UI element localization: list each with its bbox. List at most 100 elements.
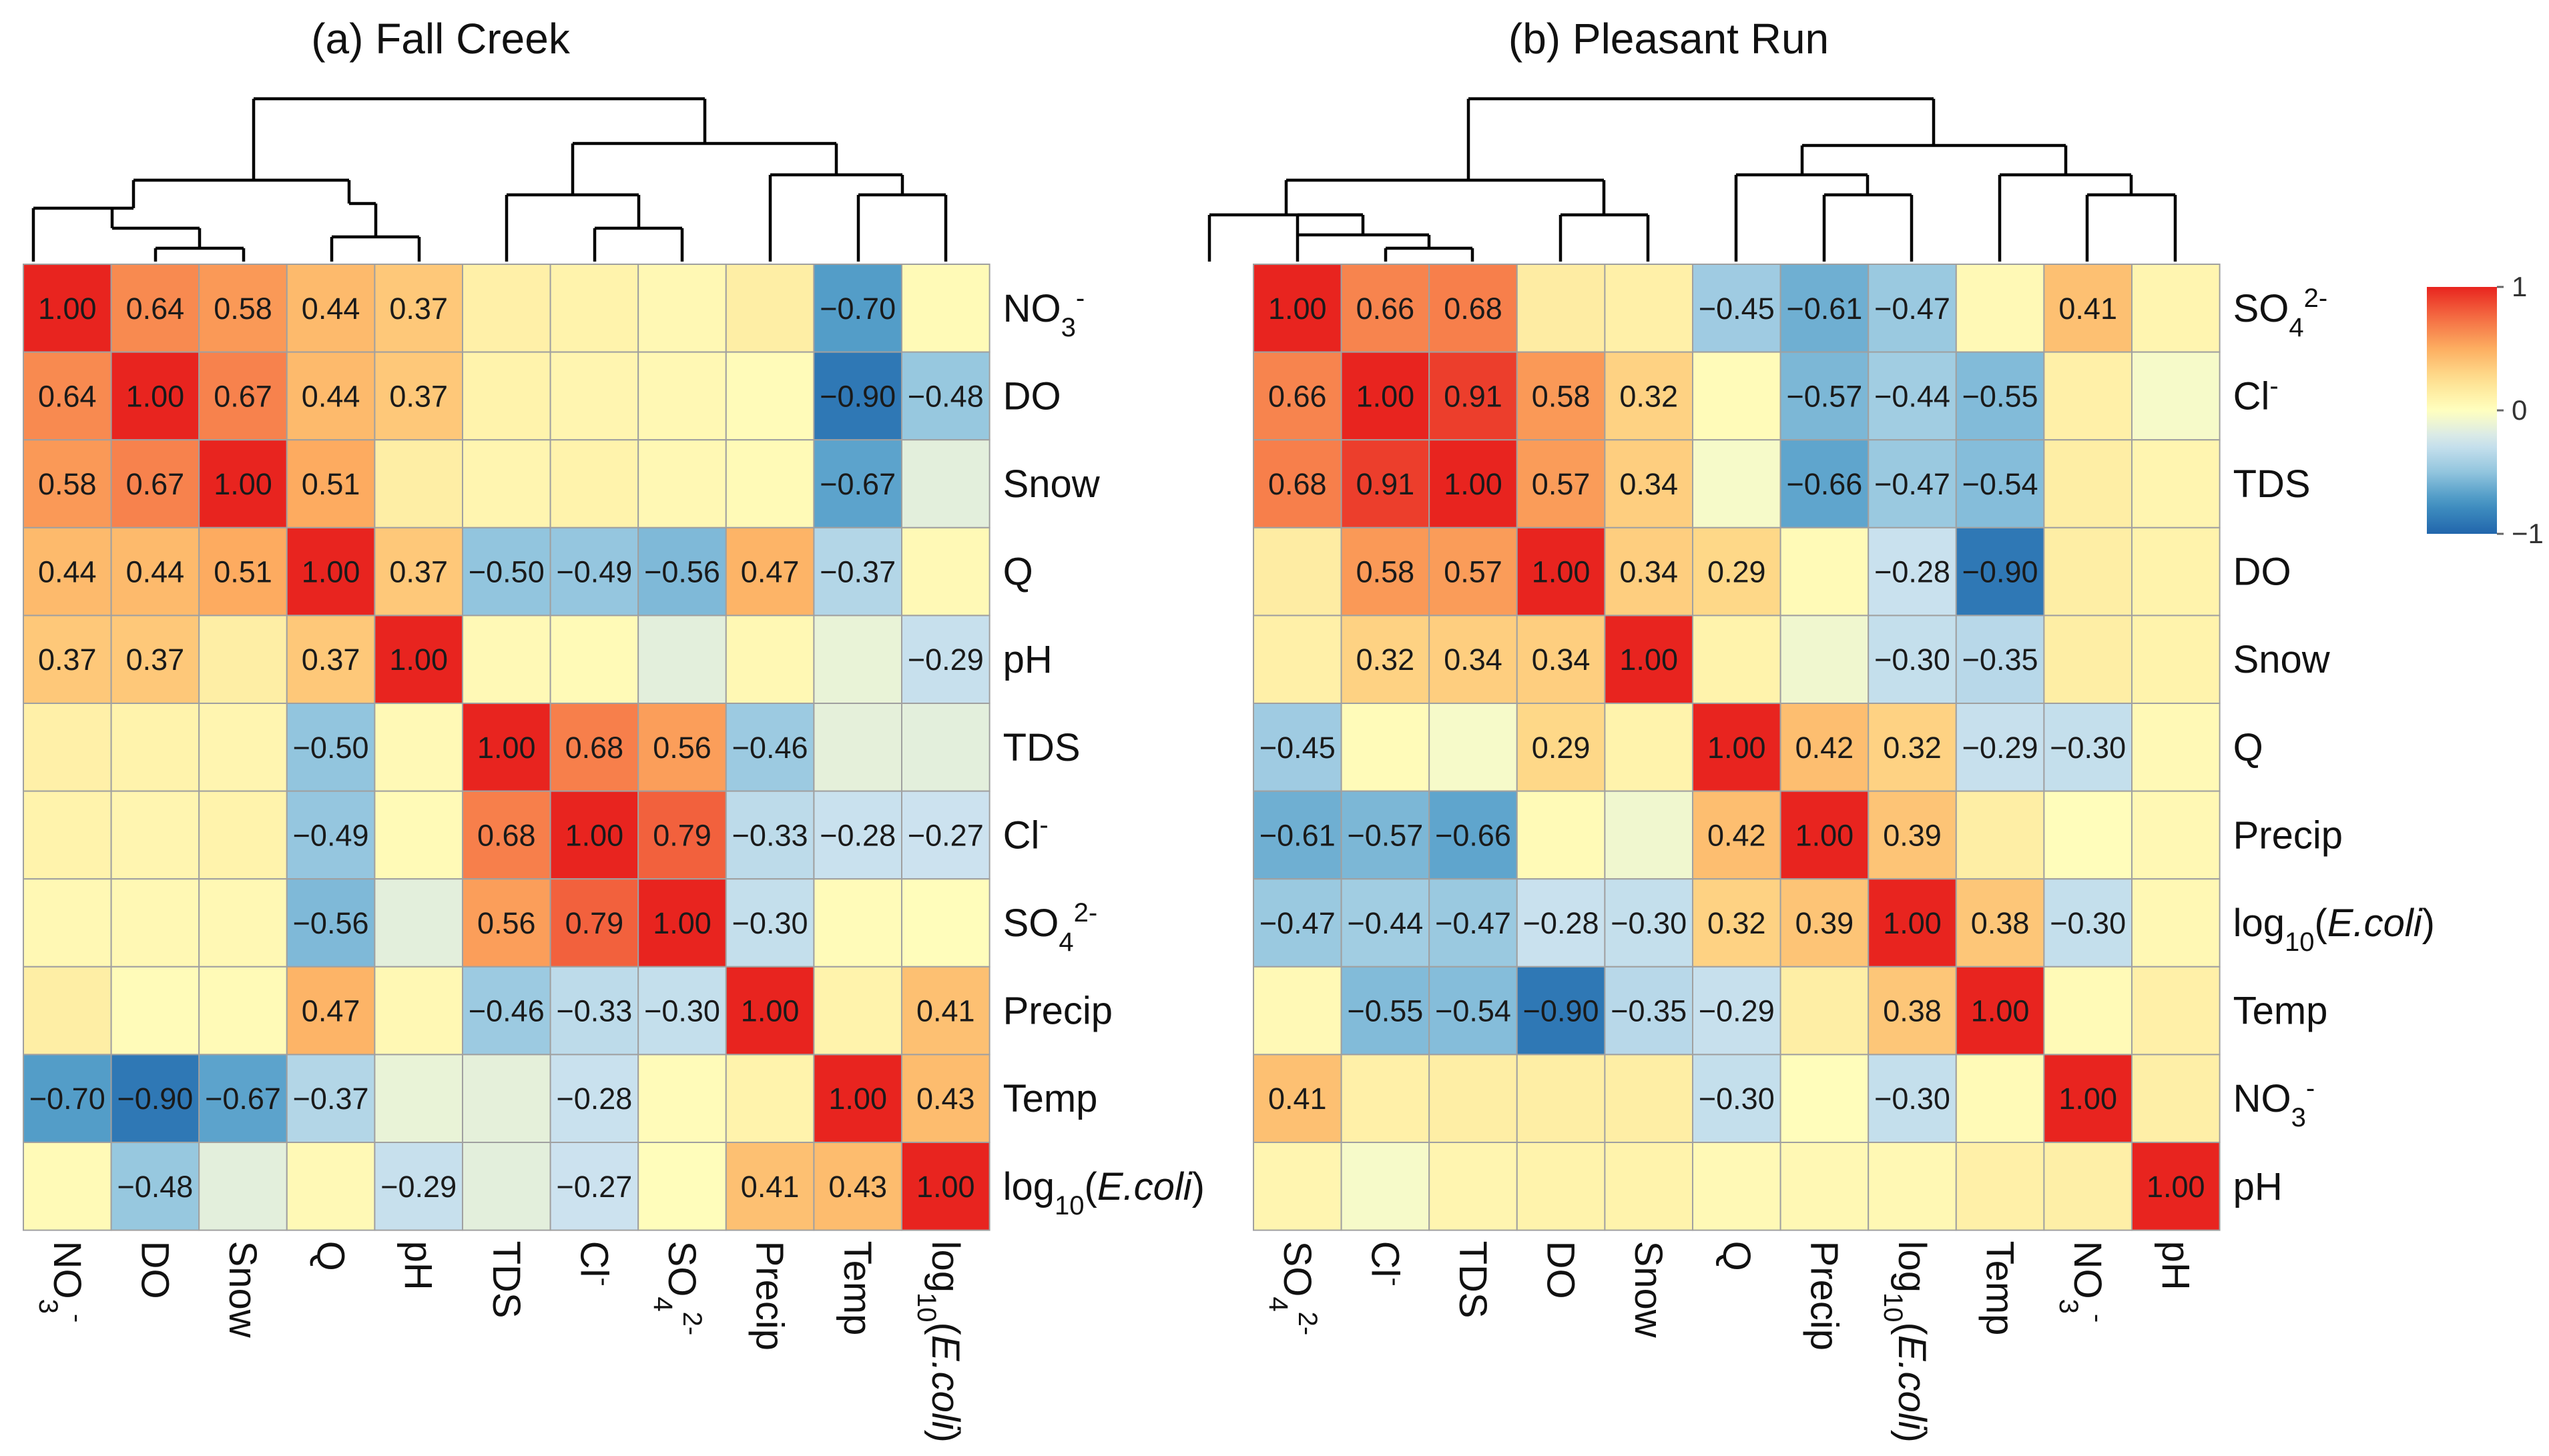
panel-b-cell-do-precip [1781, 528, 1869, 616]
panel-a-dendrogram [33, 99, 946, 262]
panel-b-cell-label: −0.47 [1435, 906, 1511, 940]
panel-a-cell-cl-ph [374, 791, 463, 879]
panel-b-cell-label: 1.00 [1883, 906, 1942, 940]
panel-a-cell-label: 0.37 [389, 555, 448, 589]
panel-a-row-label-tds: TDS [1003, 726, 1081, 769]
panel-a-cell-label: −0.33 [556, 994, 632, 1028]
panel-b-cell-temp-no3 [2044, 967, 2132, 1055]
panel-a-cell-label: −0.90 [820, 379, 896, 413]
panel-b-cell-label: 0.29 [1532, 731, 1591, 765]
panel-a-col-label-log10-e-coli: log10(E.coli) [912, 1241, 967, 1443]
panel-b-cell-do-ph [2132, 528, 2220, 616]
panel-a-cell-snow-ph [374, 440, 463, 528]
panel-a-cell-label: −0.67 [820, 467, 896, 501]
panel-b-cell-no3-temp [1956, 1054, 2044, 1142]
panel-b-cell-label: 0.41 [2058, 292, 2117, 326]
panel-b-cell-no3-snow [1605, 1054, 1693, 1142]
panel-a-cell-ph-temp [814, 615, 902, 703]
panel-b-col-label-ph: pH [2154, 1241, 2197, 1291]
panel-b-cell-cl-q [1693, 352, 1781, 440]
panel-b-cell-label: 0.68 [1268, 467, 1327, 501]
panel-a-cell-label: 0.43 [828, 1170, 887, 1204]
panel-a-cell-label: −0.46 [469, 994, 545, 1028]
panel-b-cell-label: 0.41 [1268, 1082, 1327, 1116]
panel-a-cell-label: −0.29 [908, 643, 984, 677]
panel-b-cell-label: 0.57 [1444, 555, 1502, 589]
panel-b-cell-snow-ph [2132, 615, 2220, 703]
panel-b-cell-label: 0.39 [1883, 818, 1942, 852]
panel-a-cell-do-tds [463, 352, 551, 440]
panel-b-row-label-ph: pH [2233, 1165, 2283, 1208]
panel-a-cell-snow-log10-e-coli [902, 440, 990, 528]
panel-a-col-label-no3: NO3- [33, 1241, 92, 1323]
panel-b-heatmap: 1.00 0.66 0.68 −0.45 −0.61 −0.47 0.410.66 1.00 0… [1253, 264, 2435, 1443]
panel-b-cell-label: 0.91 [1356, 467, 1415, 501]
panel-a-col-label-temp: Temp [836, 1241, 879, 1336]
panel-a-cell-label: 0.79 [565, 906, 624, 940]
panel-a-cell-label: 0.37 [389, 379, 448, 413]
panel-a-cell-log10-e-coli-tds [463, 1142, 551, 1230]
panel-b-cell-label: −0.30 [2050, 731, 2126, 765]
panel-a-cell-label: 0.68 [565, 731, 624, 765]
panel-b-cell-label: −0.61 [1786, 292, 1862, 326]
panel-b-cell-label: 0.34 [1619, 467, 1678, 501]
panel-b-row-label-snow: Snow [2233, 638, 2331, 681]
panel-a-cell-label: 0.47 [741, 555, 800, 589]
panel-b-cell-precip-ph [2132, 791, 2220, 879]
panel-a-cell-precip-do [111, 967, 200, 1055]
panel-a-cell-label: 1.00 [565, 818, 624, 852]
panel-b-row-label-do: DO [2233, 551, 2291, 594]
panel-a-cell-label: 1.00 [126, 379, 185, 413]
panel-b-col-label-snow: Snow [1627, 1241, 1670, 1339]
panel-b-col-label-do: DO [1539, 1241, 1583, 1299]
panel-b-cell-label: 0.32 [1883, 731, 1942, 765]
panel-a-cell-label: −0.67 [205, 1082, 281, 1116]
panel-b-cell-ph-precip [1781, 1142, 1869, 1230]
panel-a-cell-do-so4-2 [638, 352, 726, 440]
panel-a-cell-log10-e-coli-q [287, 1142, 375, 1230]
correlation-heatmap-figure: (a) Fall Creek (b) Pleasant Run [0, 0, 2549, 1456]
panel-a-cell-label: −0.56 [644, 555, 720, 589]
panel-b-cell-no3-ph [2132, 1054, 2220, 1142]
panel-a-cell-label: 0.41 [916, 994, 975, 1028]
panel-a-cell-label: −0.27 [556, 1170, 632, 1204]
panel-a-cell-label: 1.00 [653, 906, 712, 940]
panel-a-cell-label: 0.67 [126, 467, 185, 501]
panel-b-cell-label: −0.57 [1347, 818, 1423, 852]
panel-a-cell-label: 0.58 [38, 467, 97, 501]
panel-a-cell-so4-2-log10-e-coli [902, 879, 990, 967]
panel-a-cell-no3-precip [726, 264, 814, 352]
panel-b-cell-do-so4-2 [1253, 528, 1342, 616]
panel-a-cell-label: 1.00 [477, 731, 536, 765]
panel-b-cell-label: −0.28 [1523, 906, 1599, 940]
panel-b-cell-so4-2-snow [1605, 264, 1693, 352]
panel-a-cell-label: 0.37 [389, 292, 448, 326]
panel-a-cell-label: 1.00 [389, 643, 448, 677]
panel-a-col-label-cl: Cl- [572, 1241, 619, 1287]
panel-b-cell-label: −0.47 [1874, 292, 1950, 326]
panel-a-cell-label: −0.30 [732, 906, 808, 940]
panel-a-cell-label: 1.00 [916, 1170, 975, 1204]
panel-b-cell-ph-tds [1429, 1142, 1517, 1230]
panel-a-cell-label: −0.70 [820, 292, 896, 326]
panel-a-heatmap: 1.00 0.64 0.58 0.44 0.37 −0.700.64 1.00 0.67 0.4… [23, 264, 1205, 1443]
panel-b-col-label-so4-2: SO42- [1263, 1241, 1322, 1336]
panel-b-cell-label: 1.00 [1268, 292, 1327, 326]
panel-b-cell-log10-e-coli-ph [2132, 879, 2220, 967]
panel-b-cell-label: 0.38 [1971, 906, 2030, 940]
panel-b-cell-label: −0.30 [1874, 1082, 1950, 1116]
color-legend: 10−1 [2427, 271, 2544, 549]
panel-b-cell-label: −0.29 [1962, 731, 2038, 765]
panel-a-cell-label: −0.48 [908, 379, 984, 413]
panel-b-col-label-q: Q [1715, 1241, 1758, 1271]
panel-a-cell-no3-cl [551, 264, 639, 352]
panel-b-col-label-tds: TDS [1451, 1241, 1494, 1319]
panel-a-cell-label: 0.44 [302, 379, 360, 413]
panel-a-cell-precip-temp [814, 967, 902, 1055]
panel-b-cell-precip-snow [1605, 791, 1693, 879]
panel-b-cell-label: 0.57 [1532, 467, 1591, 501]
panel-b-cell-so4-2-ph [2132, 264, 2220, 352]
panel-a-cell-so4-2-temp [814, 879, 902, 967]
panel-b-cell-label: 1.00 [1971, 994, 2030, 1028]
panel-b-cell-tds-ph [2132, 440, 2220, 528]
